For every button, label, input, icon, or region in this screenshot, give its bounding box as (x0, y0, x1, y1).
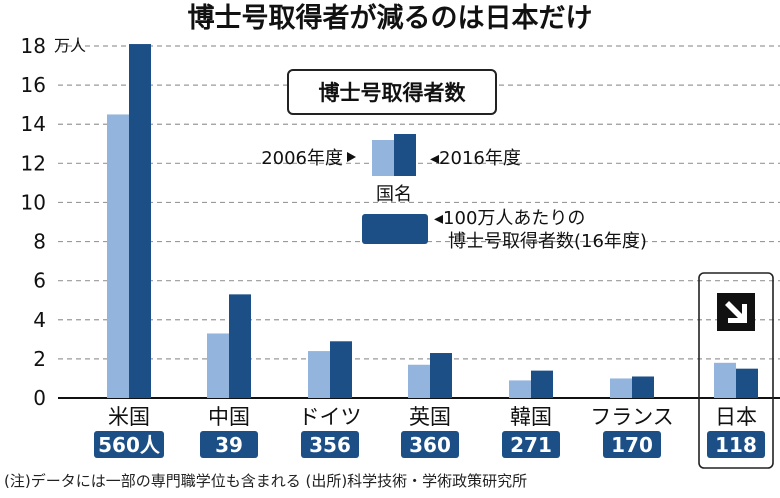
bar-2016-5 (632, 376, 654, 398)
category-labels: 米国 中国 ドイツ 英国 韓国 フランス 日本 (108, 405, 757, 429)
legend-per-million-line1: ◂100万人あたりの (434, 208, 585, 229)
category-label-2: ドイツ (299, 405, 362, 429)
per-million-value-2: 356 (309, 433, 351, 457)
y-tick-label-18: 18 (21, 34, 46, 58)
y-tick-label-16: 16 (21, 73, 46, 97)
footnote: (注)データには一部の専門職学位も含まれる (出所)科学技術・学術政策研究所 (4, 472, 528, 490)
bar-2016-4 (531, 370, 553, 398)
bars (107, 44, 758, 399)
y-axis-ticks: 0 2 4 6 8 10 12 14 16 18 (21, 34, 46, 410)
legend-title: 博士号取得者数 (319, 81, 467, 105)
per-million-badge-1 (200, 431, 258, 458)
category-label-5: フランス (590, 405, 674, 429)
legend-per-million-line2: 博士号取得者数(16年度) (448, 231, 647, 252)
japan-highlight-frame (698, 272, 774, 469)
per-million-badge-2 (301, 431, 359, 458)
japan-highlight (698, 272, 774, 469)
bar-2016-0 (129, 44, 151, 399)
bar-2006-0 (107, 114, 129, 398)
bar-2006-4 (509, 380, 531, 398)
category-label-4: 韓国 (510, 405, 552, 429)
per-million-badge-6 (707, 431, 765, 458)
bar-2006-3 (408, 364, 430, 398)
per-million-badge-5 (603, 431, 661, 458)
per-million-badge-0 (94, 431, 164, 458)
y-tick-label-10: 10 (21, 190, 46, 214)
bar-2016-3 (430, 353, 452, 398)
bar-2006-6 (714, 362, 736, 398)
y-tick-label-12: 12 (21, 151, 46, 175)
y-tick-label-2: 2 (33, 347, 46, 371)
bar-2016-1 (229, 294, 251, 398)
legend-2006-label: 2006年度 (261, 148, 343, 169)
y-tick-label-4: 4 (33, 308, 46, 332)
legend-badge-swatch (362, 214, 428, 244)
category-label-0: 米国 (108, 405, 150, 429)
bar-2006-5 (610, 378, 632, 398)
y-tick-label-0: 0 (33, 386, 46, 410)
legend: 博士号取得者数 2006年度 ◂2016年度 国名 ◂100万人あたりの 博士号… (261, 69, 647, 252)
per-million-value-5: 170 (611, 433, 653, 457)
bar-2006-1 (207, 333, 229, 398)
per-million-value-0: 560人 (98, 433, 161, 457)
per-million-value-3: 360 (409, 433, 451, 457)
category-label-1: 中国 (208, 405, 250, 429)
y-tick-label-8: 8 (33, 230, 46, 254)
legend-2016-label: ◂2016年度 (430, 148, 521, 169)
bar-2016-6 (736, 368, 758, 398)
legend-country-label: 国名 (376, 184, 412, 205)
chart-title: 博士号取得者が減るのは日本だけ (187, 3, 593, 34)
per-million-badge-4 (502, 431, 560, 458)
per-million-value-1: 39 (215, 433, 243, 457)
category-label-3: 英国 (409, 405, 451, 429)
bar-2016-2 (330, 341, 352, 398)
bar-2006-2 (308, 351, 330, 398)
per-million-badges: 560人 39 356 360 271 170 118 (94, 431, 765, 458)
per-million-value-6: 118 (715, 433, 757, 457)
legend-swatch-2016 (394, 134, 416, 176)
down-right-arrow-glyph (725, 301, 747, 323)
per-million-badge-3 (401, 431, 459, 458)
y-tick-label-6: 6 (33, 269, 46, 293)
legend-swatch-2006 (372, 140, 394, 176)
y-tick-label-14: 14 (21, 112, 46, 136)
legend-title-box (287, 69, 497, 115)
y-axis-unit-label: 万人 (54, 36, 86, 55)
per-million-value-4: 271 (510, 433, 552, 457)
legend-2006-pointer-icon (347, 152, 356, 162)
category-label-6: 日本 (715, 405, 757, 429)
